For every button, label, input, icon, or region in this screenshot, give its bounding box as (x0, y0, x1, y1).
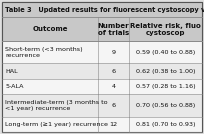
Text: Intermediate-term (3 months to
<1 year) recurrence: Intermediate-term (3 months to <1 year) … (5, 100, 108, 111)
Bar (2, 2, 202, 17)
Text: 0.81 (0.70 to 0.93): 0.81 (0.70 to 0.93) (136, 122, 195, 127)
Text: Relative risk, fluo
cystoscop: Relative risk, fluo cystoscop (130, 23, 201, 36)
Text: 4: 4 (112, 84, 115, 89)
Bar (2, 94, 202, 117)
Text: HAL: HAL (5, 69, 18, 74)
Text: 6: 6 (111, 103, 115, 108)
Text: 0.59 (0.40 to 0.88): 0.59 (0.40 to 0.88) (136, 50, 195, 55)
Text: 5-ALA: 5-ALA (5, 84, 23, 89)
Bar (2, 41, 202, 64)
Text: Table 3   Updated results for fluorescent cystoscopy versus white: Table 3 Updated results for fluorescent … (5, 7, 204, 13)
Bar (2, 17, 202, 41)
Text: 0.62 (0.38 to 1.00): 0.62 (0.38 to 1.00) (136, 69, 195, 74)
Text: 9: 9 (111, 50, 115, 55)
Text: 12: 12 (109, 122, 118, 127)
Text: Number
of trials: Number of trials (98, 23, 129, 36)
Text: Short-term (<3 months)
recurrence: Short-term (<3 months) recurrence (5, 47, 83, 58)
Text: 0.70 (0.56 to 0.88): 0.70 (0.56 to 0.88) (136, 103, 195, 108)
Text: Long-term (≥1 year) recurrence: Long-term (≥1 year) recurrence (5, 122, 108, 127)
Text: Outcome: Outcome (32, 26, 68, 32)
Bar (2, 117, 202, 132)
Text: 0.57 (0.28 to 1.16): 0.57 (0.28 to 1.16) (136, 84, 195, 89)
Text: 6: 6 (111, 69, 115, 74)
Bar (2, 64, 202, 79)
Bar (2, 79, 202, 94)
